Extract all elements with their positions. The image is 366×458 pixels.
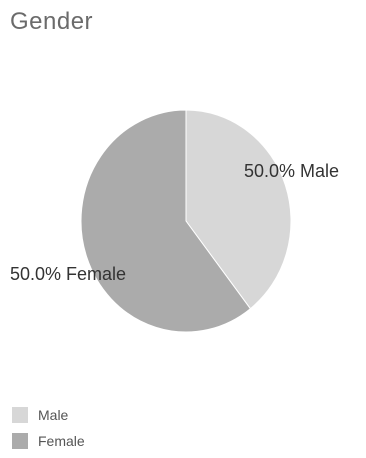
legend-label-male: Male xyxy=(38,407,69,423)
slice-label-female: 50.0% Female xyxy=(10,264,126,284)
pie-chart: 50.0% Male 50.0% Female xyxy=(10,109,339,333)
legend-item-male[interactable]: Male xyxy=(12,404,85,426)
pie-slice-male[interactable] xyxy=(185,109,292,310)
legend-item-female[interactable]: Female xyxy=(12,430,85,452)
legend-swatch-male xyxy=(12,407,28,423)
legend-label-female: Female xyxy=(38,433,85,449)
legend-swatch-female xyxy=(12,433,28,449)
legend: Male Female xyxy=(12,404,85,456)
pie-slice-female[interactable] xyxy=(80,109,252,333)
slice-label-male: 50.0% Male xyxy=(244,161,339,181)
chart-title: Gender xyxy=(10,8,94,35)
